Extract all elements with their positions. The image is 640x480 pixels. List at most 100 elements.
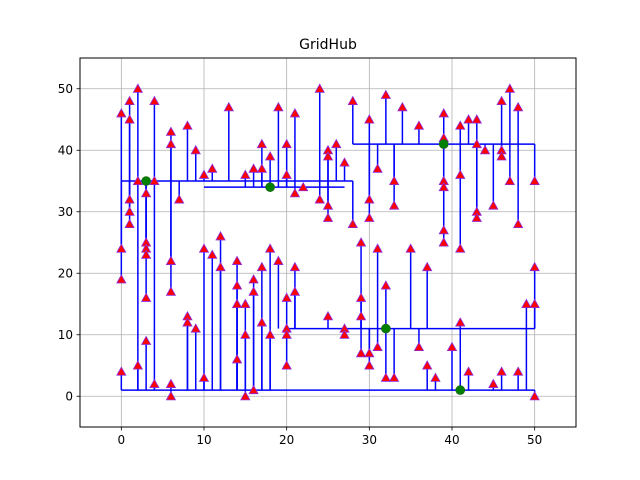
terminal-point <box>364 360 375 370</box>
terminal-point <box>364 194 375 204</box>
terminal-point <box>496 151 507 161</box>
hub-point <box>265 182 275 192</box>
terminal-point <box>331 138 342 149</box>
terminal-point <box>364 347 375 358</box>
terminal-point <box>347 218 358 229</box>
terminal-point <box>165 286 177 296</box>
y-tick-label: 20 <box>58 266 73 280</box>
terminal-point <box>471 212 482 222</box>
plot-frame <box>79 57 577 428</box>
terminal-point <box>504 83 516 93</box>
terminal-point <box>264 243 276 253</box>
terminal-point <box>496 95 507 106</box>
terminal-point <box>264 329 276 339</box>
terminal-point <box>347 95 358 106</box>
terminal-point <box>372 341 383 352</box>
terminal-point <box>364 114 375 124</box>
terminal-point <box>355 347 367 358</box>
terminal-point <box>380 372 392 382</box>
terminal-point <box>298 181 309 192</box>
terminal-point <box>438 237 449 247</box>
terminal-point <box>140 292 152 302</box>
terminal-point <box>240 169 251 179</box>
terminal-point <box>355 292 367 302</box>
y-tick-label: 30 <box>58 205 73 219</box>
terminal-point <box>355 310 367 321</box>
terminal-point <box>289 187 301 198</box>
terminal-point <box>248 286 259 296</box>
terminal-point <box>124 206 135 216</box>
terminal-point <box>256 317 268 327</box>
terminal-point <box>488 200 499 210</box>
terminal-point <box>521 298 532 309</box>
terminal-point <box>446 341 458 352</box>
terminal-point <box>529 390 540 401</box>
terminal-point <box>231 354 243 364</box>
terminal-point <box>116 243 127 253</box>
terminal-point <box>314 194 325 204</box>
terminal-point <box>256 261 268 272</box>
terminal-point <box>124 95 135 106</box>
terminal-point <box>413 120 425 130</box>
terminal-point <box>132 83 144 93</box>
terminal-point <box>463 114 474 124</box>
terminal-point <box>149 175 160 186</box>
terminal-point <box>479 144 491 155</box>
terminal-point <box>281 329 292 339</box>
terminal-point <box>231 280 243 290</box>
terminal-point <box>438 181 449 192</box>
terminal-point <box>339 329 350 339</box>
terminal-point <box>165 138 177 149</box>
terminal-point <box>289 261 301 272</box>
terminal-point <box>397 101 408 112</box>
terminal-point <box>198 372 210 382</box>
terminal-point <box>124 218 135 229</box>
terminal-point <box>422 360 433 370</box>
terminal-point <box>198 243 210 253</box>
terminal-point <box>471 138 482 149</box>
x-tick-label: 10 <box>196 433 211 447</box>
x-tick-label: 0 <box>118 433 126 447</box>
terminal-point <box>124 194 135 204</box>
terminal-point <box>116 108 127 118</box>
y-tick-label: 0 <box>65 389 73 403</box>
terminal-point <box>165 390 177 401</box>
terminal-point <box>198 169 210 179</box>
terminal-point <box>529 175 540 186</box>
terminal-point <box>165 378 177 388</box>
y-tick-label: 50 <box>58 82 73 96</box>
terminal-point <box>182 317 193 327</box>
y-tick-label: 10 <box>58 328 73 342</box>
terminal-point <box>190 144 201 155</box>
terminal-point <box>372 163 383 173</box>
terminal-point <box>165 255 177 265</box>
terminal-point <box>438 108 449 118</box>
terminal-point <box>339 157 350 167</box>
terminal-point <box>240 329 251 339</box>
terminal-point <box>430 372 441 382</box>
terminal-point <box>174 194 185 204</box>
terminal-point <box>140 187 152 198</box>
terminal-point <box>165 126 177 136</box>
terminal-point <box>132 175 144 186</box>
hub-point <box>438 139 449 149</box>
terminal-point <box>240 298 251 309</box>
terminal-point <box>529 261 540 272</box>
terminal-point <box>322 200 334 210</box>
terminal-point <box>455 317 466 327</box>
terminal-point <box>512 366 524 376</box>
terminal-point <box>380 280 392 290</box>
terminal-point <box>149 95 160 106</box>
terminal-point <box>116 274 127 284</box>
terminal-point <box>355 237 367 247</box>
grid-lines <box>80 58 576 427</box>
terminal-point <box>372 243 383 253</box>
terminal-point <box>463 366 474 376</box>
terminal-point <box>405 243 416 253</box>
hub-point <box>141 176 151 186</box>
terminal-point <box>281 169 292 179</box>
terminal-point <box>504 175 516 186</box>
x-tick-label: 20 <box>279 433 294 447</box>
terminal-point <box>364 212 375 222</box>
